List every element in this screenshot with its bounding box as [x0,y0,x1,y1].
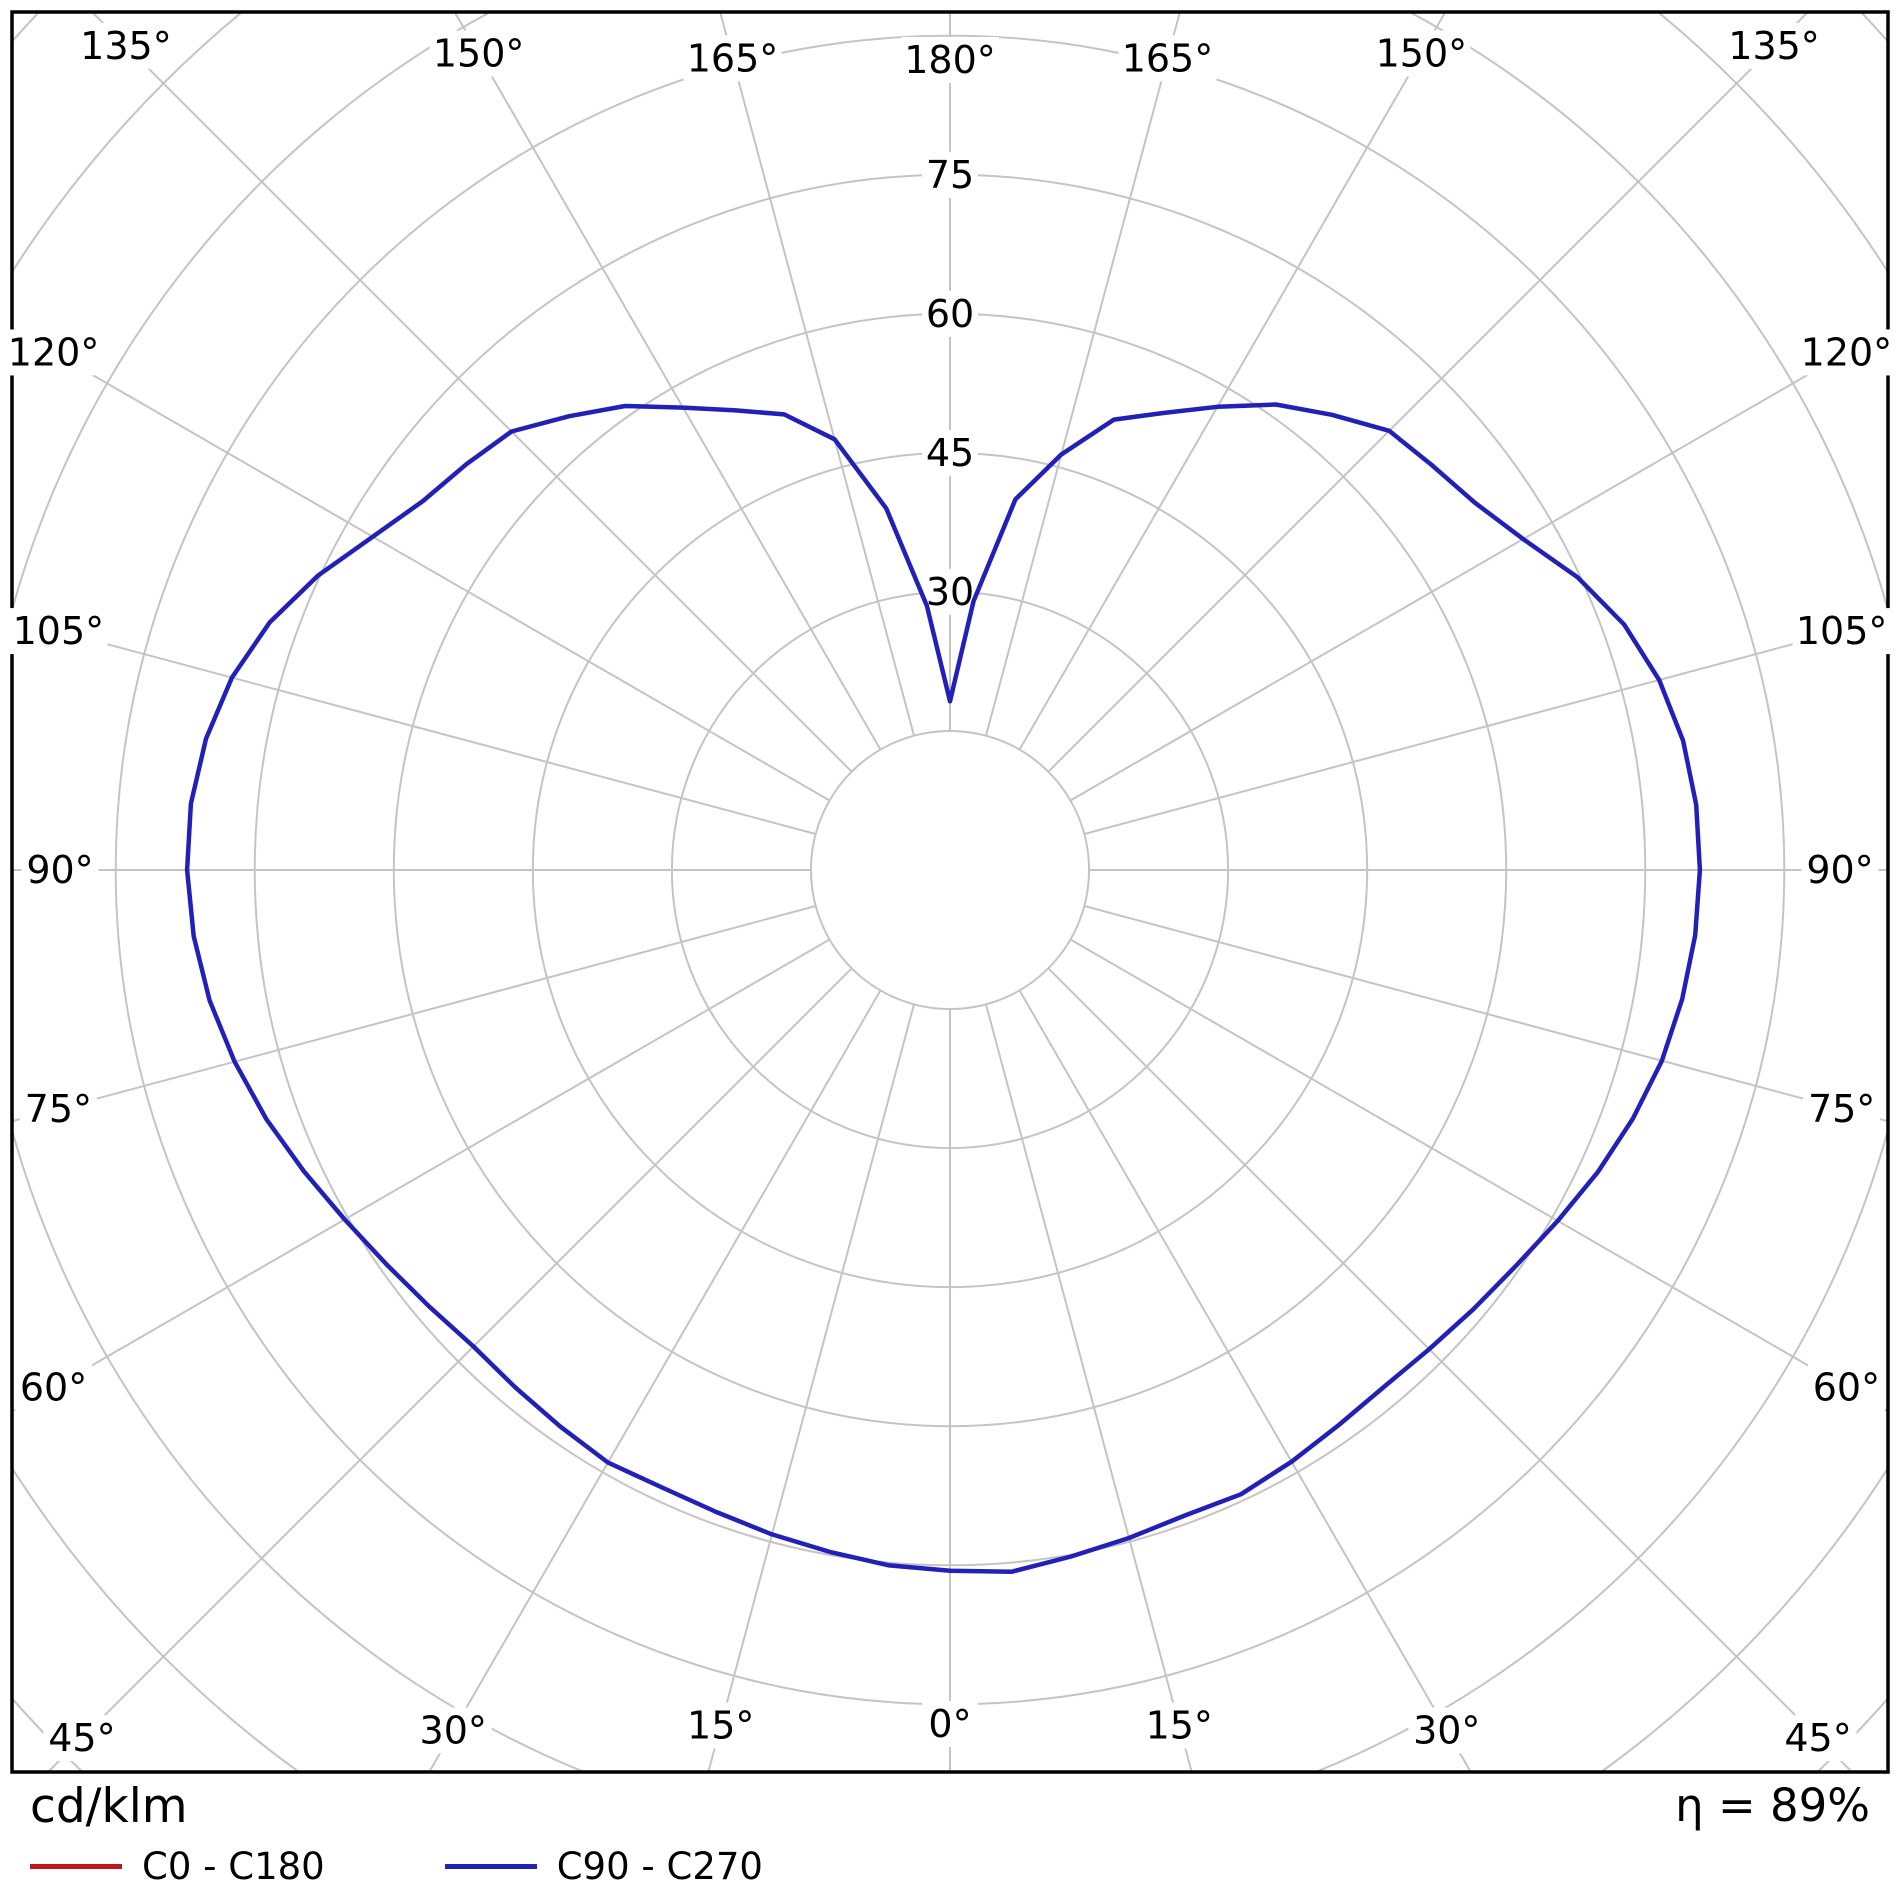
svg-text:180°: 180° [904,38,996,82]
svg-text:15°: 15° [687,1704,754,1748]
legend-item-c0-c180: C0 - C180 [30,1845,325,1888]
svg-text:135°: 135° [1728,24,1820,68]
efficiency-label: η = 89% [1675,1779,1870,1832]
units-label: cd/klm [30,1779,188,1834]
svg-text:150°: 150° [433,32,525,76]
chart-footer: cd/klm η = 89% C0 - C180 C90 - C270 [0,1776,1900,1900]
polar-chart: 30 45 60 75 0° 15° 15° 30° 30° 45° 45° 60° 60° 75° 75°… [7,10,1893,1774]
svg-text:75°: 75° [1808,1087,1875,1131]
svg-text:60: 60 [926,292,974,336]
svg-text:165°: 165° [1122,36,1214,80]
svg-text:105°: 105° [1796,609,1888,653]
svg-text:135°: 135° [80,24,172,68]
svg-text:165°: 165° [687,36,779,80]
svg-text:30°: 30° [1413,1708,1480,1752]
svg-text:75: 75 [926,153,974,197]
legend-label-c0-c180: C0 - C180 [142,1845,325,1889]
svg-text:45: 45 [926,431,974,475]
footer-top-row: cd/klm η = 89% [0,1776,1900,1834]
svg-text:60°: 60° [20,1366,87,1410]
svg-text:75°: 75° [25,1087,92,1131]
svg-text:120°: 120° [8,330,100,374]
legend-label-c90-c270: C90 - C270 [556,1845,763,1889]
svg-text:45°: 45° [48,1716,115,1760]
legend-line-c90-c270-icon [444,1864,537,1870]
chart-legend: C0 - C180 C90 - C270 [0,1845,1900,1888]
svg-text:150°: 150° [1376,32,1468,76]
svg-text:105°: 105° [13,609,105,653]
svg-text:45°: 45° [1784,1716,1851,1760]
svg-text:120°: 120° [1801,330,1893,374]
legend-item-c90-c270: C90 - C270 [444,1845,763,1889]
svg-text:0°: 0° [928,1702,971,1746]
svg-text:30°: 30° [420,1708,487,1752]
svg-text:30: 30 [926,570,974,614]
svg-text:15°: 15° [1146,1704,1213,1748]
legend-line-c0-c180-icon [30,1864,122,1870]
svg-text:90°: 90° [1806,848,1873,892]
svg-text:90°: 90° [26,848,93,892]
svg-text:60°: 60° [1813,1366,1880,1410]
